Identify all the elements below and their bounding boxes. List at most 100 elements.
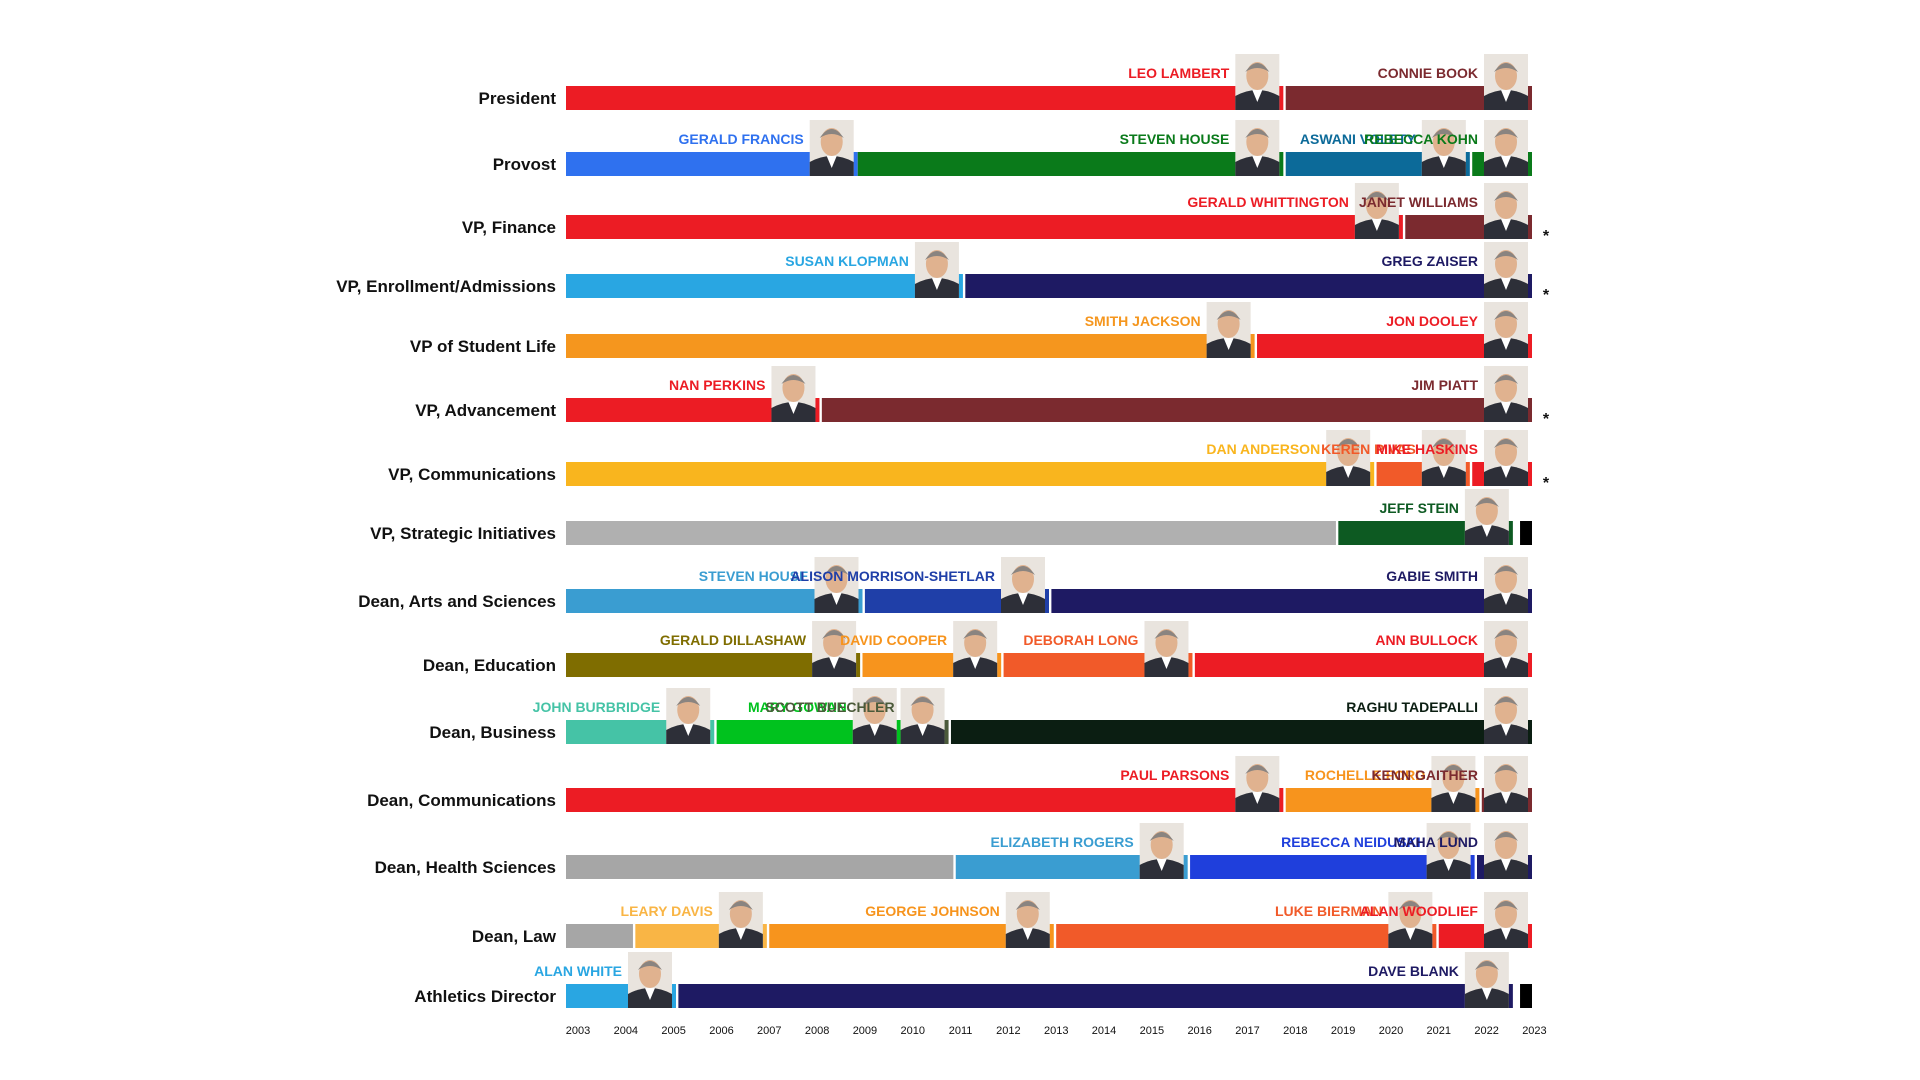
portrait-face bbox=[782, 374, 805, 402]
portrait-photo-alison-morrison-shetlar bbox=[1001, 557, 1045, 613]
year-tick-label: 2021 bbox=[1427, 1025, 1451, 1037]
portrait-collar bbox=[1501, 90, 1511, 102]
portrait-face bbox=[863, 696, 886, 724]
portrait-face bbox=[1016, 900, 1039, 928]
portrait-hair bbox=[1245, 63, 1270, 72]
portrait-hair bbox=[824, 566, 849, 575]
portrait-photo-greg-zaiser bbox=[1484, 242, 1528, 298]
person-name-label: JIM PIATT bbox=[1411, 377, 1478, 393]
asterisk-mark: * bbox=[1543, 411, 1550, 428]
person-name-label: ALAN WOODLIEF bbox=[1360, 903, 1479, 919]
portrait-collar bbox=[1501, 859, 1511, 871]
portrait-collar bbox=[1161, 657, 1172, 669]
portrait-collar bbox=[829, 657, 840, 669]
timeline-bar-ann-bullock bbox=[1194, 653, 1532, 677]
timeline-bar bbox=[1520, 984, 1532, 1008]
timeline-bar bbox=[566, 924, 633, 948]
timeline-bar-paul-parsons bbox=[566, 788, 1284, 812]
portrait-face bbox=[1495, 900, 1517, 928]
person-name-label: GERALD WHITTINGTON bbox=[1187, 194, 1349, 210]
portrait-hair bbox=[1216, 311, 1241, 320]
portrait-hair bbox=[1245, 765, 1270, 774]
portrait-photo-janet-williams bbox=[1484, 183, 1528, 239]
portrait-face bbox=[911, 696, 934, 724]
portrait-hair bbox=[1494, 251, 1518, 260]
portrait-hair bbox=[1494, 439, 1518, 448]
row-dean-education: Dean, Education GERALD DILLASHAW DAVID COO… bbox=[423, 621, 1532, 677]
portrait-hair bbox=[1245, 129, 1270, 138]
timeline-bar-smith-jackson bbox=[566, 334, 1255, 358]
person-name-label: SCOTT BUECHLER bbox=[765, 699, 894, 715]
portrait-photo-dave-blank bbox=[1464, 952, 1509, 1008]
portrait-collar bbox=[1501, 338, 1511, 350]
person-name-label: STEVEN HOUSE bbox=[1120, 131, 1230, 147]
portrait-photo-george-johnson bbox=[1005, 892, 1050, 948]
role-label: Provost bbox=[493, 155, 557, 174]
year-tick-label: 2016 bbox=[1187, 1025, 1211, 1037]
role-label: VP of Student Life bbox=[410, 337, 556, 356]
portrait-face bbox=[1150, 831, 1173, 859]
person-name-label: SUSAN KLOPMAN bbox=[785, 253, 909, 269]
year-tick-label: 2020 bbox=[1379, 1025, 1403, 1037]
timeline-bar-jim-piatt bbox=[821, 398, 1532, 422]
portrait-photo-raghu-tadepalli bbox=[1484, 688, 1528, 744]
portrait-photo-gerald-dillashaw bbox=[812, 621, 857, 677]
person-name-label: JANET WILLIAMS bbox=[1359, 194, 1478, 210]
role-label: Dean, Communications bbox=[367, 791, 556, 810]
portrait-hair bbox=[1336, 439, 1361, 448]
portrait-collar bbox=[1481, 525, 1492, 537]
portrait-face bbox=[1432, 438, 1455, 466]
portrait-face bbox=[1437, 831, 1460, 859]
portrait-photo-mike-haskins bbox=[1484, 430, 1528, 486]
portrait-face bbox=[925, 250, 948, 278]
portrait-photo-maha-lund bbox=[1484, 823, 1528, 879]
portrait-collar bbox=[931, 278, 942, 290]
person-name-label: STEVEN HOUSE bbox=[699, 568, 809, 584]
portrait-photo-keren-rivas bbox=[1421, 430, 1466, 486]
person-name-label: NAN PERKINS bbox=[669, 377, 765, 393]
person-name-label: SMITH JACKSON bbox=[1085, 313, 1201, 329]
portrait-photo-steven-house bbox=[814, 557, 859, 613]
role-label: VP, Strategic Initiatives bbox=[370, 524, 556, 543]
portrait-collar bbox=[869, 724, 880, 736]
asterisk-mark: * bbox=[1543, 287, 1550, 304]
portrait-collar bbox=[1501, 402, 1511, 414]
portrait-collar bbox=[1022, 928, 1033, 940]
asterisk-mark: * bbox=[1543, 475, 1550, 492]
role-label: VP, Finance bbox=[462, 218, 556, 237]
portrait-collar bbox=[1343, 466, 1354, 478]
timeline-bar bbox=[566, 855, 954, 879]
portrait-photo-rebecca-neiduski bbox=[1426, 823, 1471, 879]
year-tick-label: 2003 bbox=[566, 1025, 590, 1037]
portrait-hair bbox=[1398, 901, 1423, 910]
timeline-bar-dan-anderson bbox=[566, 462, 1375, 486]
portrait-photo-kenn-gaither bbox=[1484, 756, 1528, 812]
portrait-photo-susan-klopman bbox=[914, 242, 959, 298]
portrait-face bbox=[729, 900, 752, 928]
portrait-face bbox=[1495, 629, 1517, 657]
person-name-label: ALISON MORRISON-SHETLAR bbox=[790, 568, 995, 584]
person-name-label: ASWANI VOLETY bbox=[1300, 131, 1417, 147]
year-tick-label: 2019 bbox=[1331, 1025, 1355, 1037]
year-tick-label: 2009 bbox=[853, 1025, 877, 1037]
portrait-photo-jeff-stein bbox=[1464, 489, 1509, 545]
timeline-bar-gerald-whittington bbox=[566, 215, 1403, 239]
portrait-photo-steven-house bbox=[1235, 120, 1280, 176]
role-label: VP, Enrollment/Admissions bbox=[336, 277, 556, 296]
role-label: VP, Communications bbox=[388, 465, 556, 484]
portrait-photo-ann-bullock bbox=[1484, 621, 1528, 677]
portrait-hair bbox=[637, 961, 662, 970]
year-tick-label: 2015 bbox=[1140, 1025, 1164, 1037]
portrait-face bbox=[1495, 128, 1517, 156]
portrait-face bbox=[1012, 565, 1034, 593]
portrait-face bbox=[1217, 310, 1240, 338]
role-label: President bbox=[479, 89, 557, 108]
portrait-face bbox=[1442, 764, 1465, 792]
portrait-photo-john-burbridge bbox=[666, 688, 711, 744]
timeline-bar-gerald-francis bbox=[566, 152, 858, 176]
person-name-label: ANN BULLOCK bbox=[1375, 632, 1478, 648]
person-name-label: JON DOOLEY bbox=[1386, 313, 1478, 329]
portrait-collar bbox=[683, 724, 694, 736]
row-vp-strategic-initiatives: VP, Strategic Initiatives JEFF STEIN bbox=[370, 489, 1532, 545]
